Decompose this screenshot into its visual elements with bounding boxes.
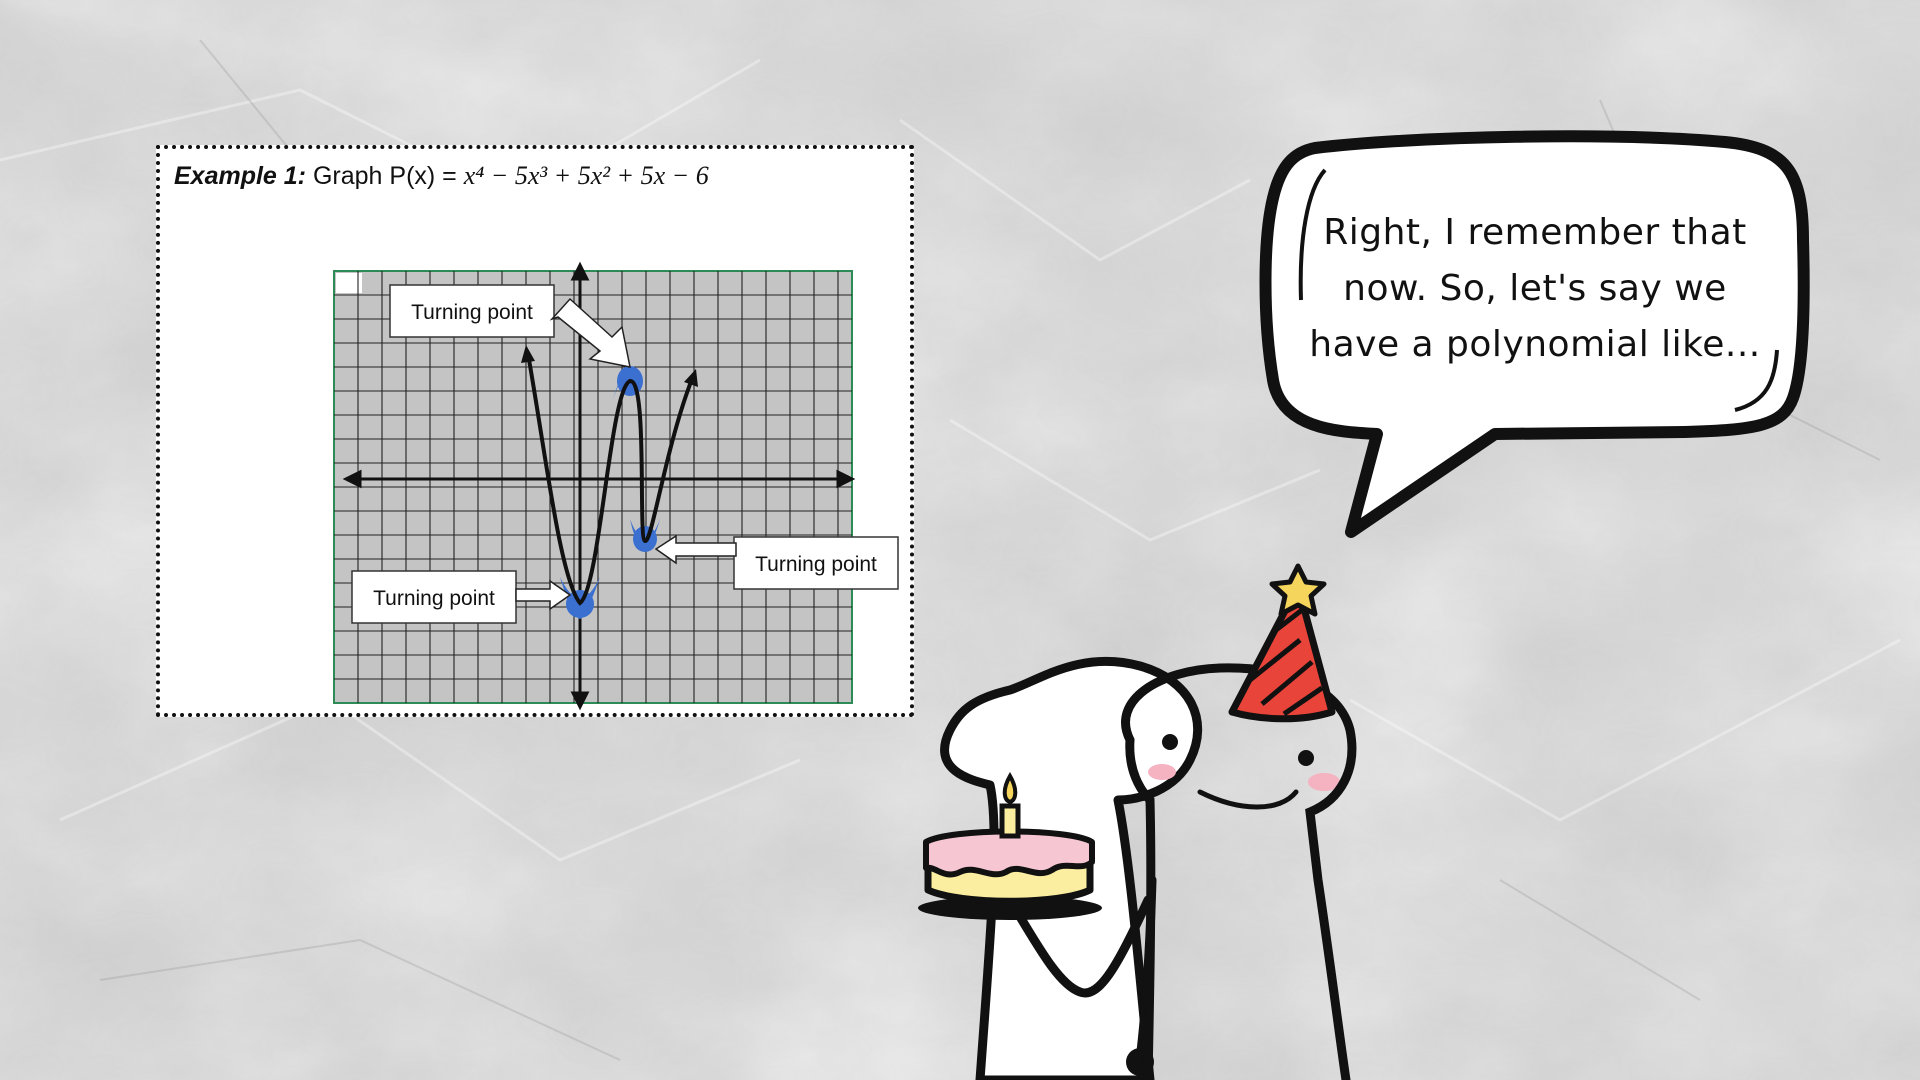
party-character-illustration <box>918 563 1357 1080</box>
callout-bottom-left <box>351 570 572 624</box>
example-prefix: Graph P(x) = <box>312 162 464 190</box>
bubble-line-1: Right, I remember that <box>1323 212 1747 253</box>
bubble-line-2: now. So, let's say we <box>1343 268 1727 309</box>
axes <box>342 261 856 711</box>
polynomial-curve <box>526 353 694 606</box>
speech-bubble <box>1259 130 1810 538</box>
polynomial-equation: x⁴ − 5x³ + 5x² + 5x − 6 <box>463 161 709 190</box>
callout-top <box>389 284 631 368</box>
callout-right <box>654 534 899 590</box>
smile <box>1197 789 1299 810</box>
speech-bubble-text: Right, I remember that now. So, let's sa… <box>1300 205 1770 373</box>
character-arm <box>1011 895 1153 998</box>
polynomial-graph: Turning point Turning point Turning poin… <box>333 261 899 711</box>
star-icon <box>1269 563 1327 617</box>
example-label: Example 1: <box>174 162 307 190</box>
bubble-line-3: have a polynomial like... <box>1309 324 1761 365</box>
left-eye <box>1162 734 1178 750</box>
right-eye <box>1298 750 1314 766</box>
example-card: Turning point Turning point Turning poin… <box>156 145 914 717</box>
example-title: Example 1: Graph P(x) = x⁴ − 5x³ + 5x² +… <box>174 161 709 191</box>
party-hat <box>1228 582 1336 723</box>
callout-right-label: Turning point <box>755 553 877 576</box>
birthday-cake <box>918 771 1102 920</box>
callout-top-label: Turning point <box>411 301 533 324</box>
callout-bottom-left-label: Turning point <box>373 587 495 610</box>
